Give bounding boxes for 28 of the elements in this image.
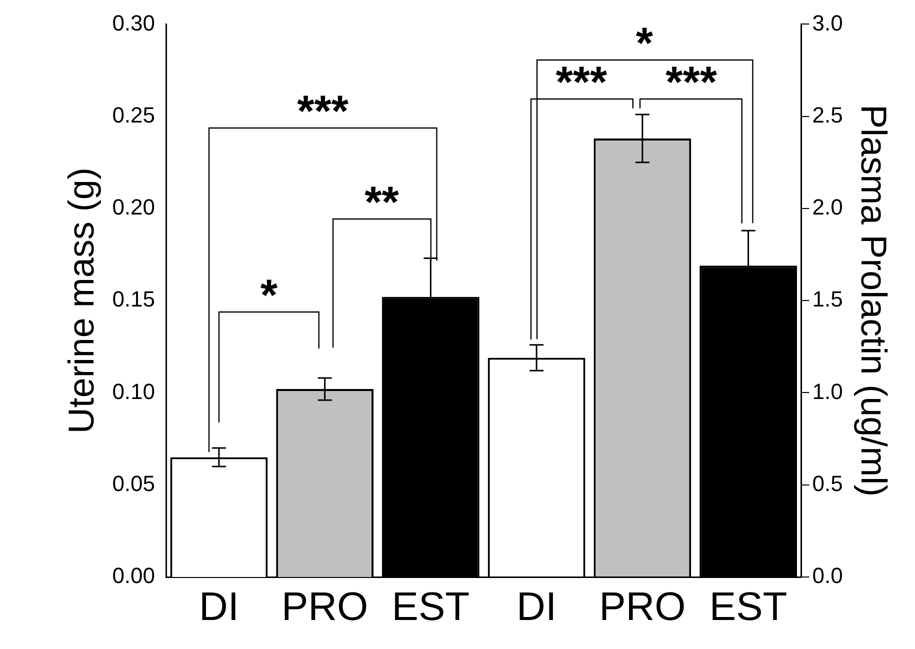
annotation: ** [364, 178, 400, 228]
y-tick-label: 0.00 [112, 563, 156, 588]
y-axis-title: Uterine mass (g) [60, 168, 102, 434]
x-tick-label: DI [516, 585, 557, 630]
y-tick-label: 0.15 [112, 286, 156, 312]
x-tick-label: PRO [281, 585, 368, 630]
y-tick-label: 0.25 [112, 102, 156, 128]
y-tick-label: 0.10 [112, 378, 156, 404]
x-tick-label: EST [392, 585, 470, 630]
annotation: *** [554, 58, 608, 107]
y2-tick-label: 1.0 [812, 378, 843, 404]
annotation: * [259, 270, 278, 320]
y2-tick-label: 2.5 [812, 102, 843, 128]
y2-tick-label: 1.5 [812, 286, 843, 312]
x-tick-label: EST [709, 585, 788, 630]
x-tick-label: DI [198, 585, 239, 630]
x-tick-label: PRO [599, 585, 686, 630]
annotation: *** [296, 87, 350, 136]
annotation: * [636, 19, 653, 68]
y2-tick-label: 2.0 [812, 194, 843, 220]
annotation: *** [666, 58, 718, 107]
y-tick-label: 0.30 [112, 10, 156, 36]
y-tick-label: 0.05 [112, 470, 156, 496]
y2-tick-label: 0.0 [812, 563, 843, 588]
y2-tick-label: 0.5 [812, 470, 843, 496]
y2-tick-label: 3.0 [812, 10, 843, 36]
y2-axis-title: Plasma Prolactin (ug/ml) [853, 104, 894, 497]
y-tick-label: 0.20 [112, 194, 156, 220]
